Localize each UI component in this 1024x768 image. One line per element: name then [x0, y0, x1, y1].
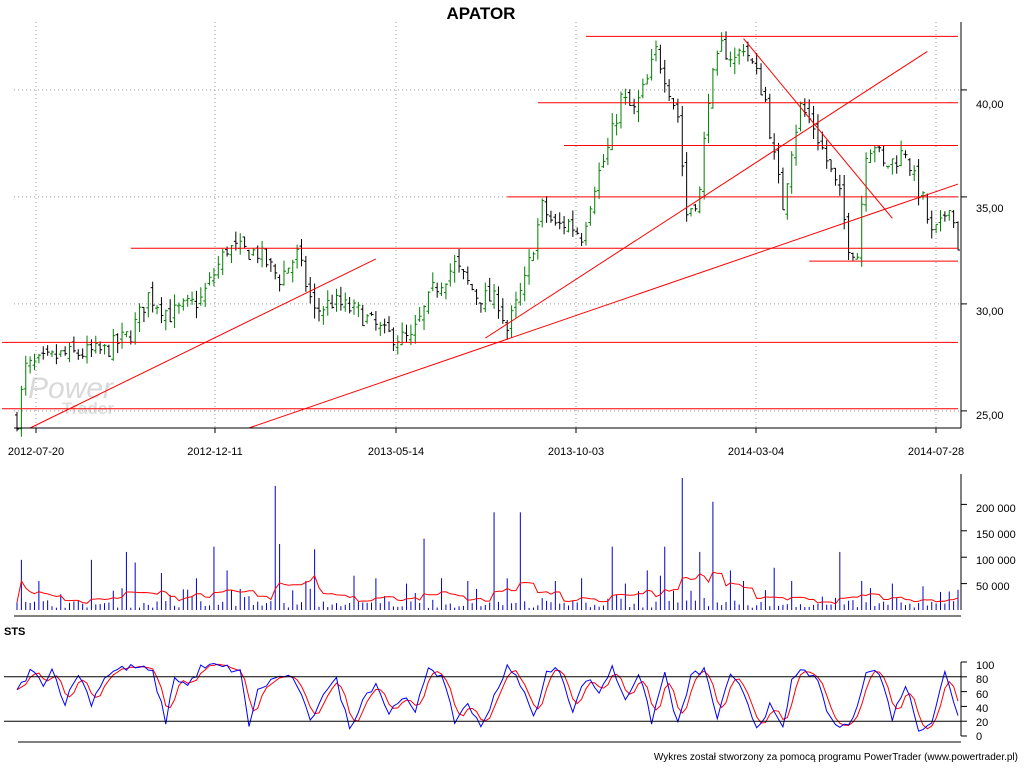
x-tick-label: 2013-05-14 — [368, 446, 424, 458]
osc-tick-label: 80 — [976, 674, 988, 686]
x-tick-label: 2013-10-03 — [548, 446, 604, 458]
footer-credit: Wykres został stworzony za pomocą progra… — [654, 752, 1018, 763]
stochastic-d-line — [16, 663, 959, 730]
volume-y-axis-labels: 50 000 100 000 150 000 200 000 — [976, 503, 1016, 593]
price-tick-label: 30,00 — [976, 306, 1004, 318]
oscillator-y-axis-labels: 0 20 40 60 80 100 — [976, 660, 994, 743]
trend-line — [29, 258, 377, 429]
support-resistance-lines — [2, 35, 959, 429]
volume-tick-label: 100 000 — [976, 555, 1016, 567]
osc-tick-label: 0 — [976, 731, 982, 743]
volume-panel — [16, 478, 959, 610]
x-tick-label: 2014-03-04 — [728, 446, 784, 458]
price-tick-label: 35,00 — [976, 203, 1004, 215]
x-tick-label: 2012-12-11 — [187, 446, 242, 458]
volume-tick-label: 150 000 — [976, 529, 1016, 541]
osc-tick-label: 20 — [976, 717, 988, 729]
stochastic-k-line — [16, 662, 959, 732]
osc-tick-label: 40 — [976, 703, 988, 715]
x-tick-label: 2014-07-28 — [908, 446, 964, 458]
stochastic-panel — [16, 662, 959, 732]
volume-tick-label: 50 000 — [976, 581, 1010, 593]
price-y-axis-labels: 25,00 30,00 35,00 40,00 — [976, 99, 1004, 422]
axes — [4, 22, 967, 743]
osc-tick-label: 100 — [976, 660, 994, 672]
watermark-power: Power — [28, 372, 114, 405]
price-tick-label: 40,00 — [976, 99, 1004, 111]
trend-line — [485, 50, 928, 339]
x-axis-labels: 2012-07-20 2012-12-11 2013-05-14 2013-10… — [8, 446, 964, 458]
x-tick-label: 2012-07-20 — [8, 446, 64, 458]
price-tick-label: 25,00 — [976, 410, 1004, 422]
volume-tick-label: 200 000 — [976, 503, 1016, 515]
chart-title: APATOR — [447, 4, 516, 23]
trend-line — [743, 38, 893, 219]
osc-tick-label: 60 — [976, 689, 988, 701]
volume-moving-average — [16, 571, 959, 605]
trend-line — [248, 183, 959, 429]
oscillator-label: STS — [4, 626, 25, 638]
